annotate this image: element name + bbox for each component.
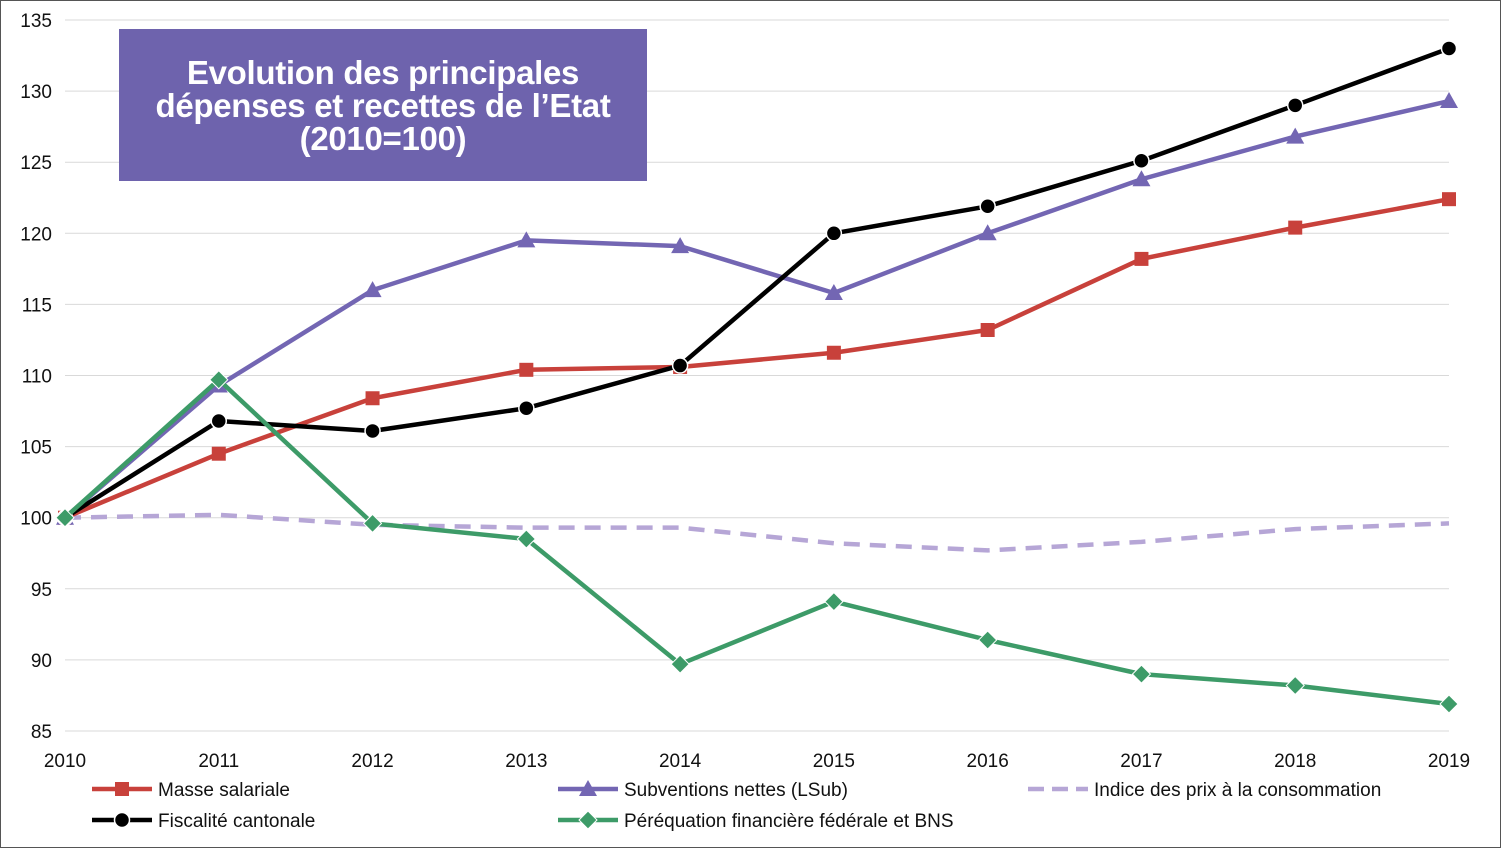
data-point-fiscalite <box>364 422 381 440</box>
data-point-perequation <box>362 513 383 534</box>
y-tick-label: 130 <box>20 82 52 103</box>
x-tick-label: 2014 <box>659 751 702 772</box>
data-point-perequation <box>55 507 75 528</box>
y-tick-label: 95 <box>31 580 52 601</box>
data-point-fiscalite <box>1440 40 1458 57</box>
data-point-masse <box>519 362 534 377</box>
data-point-masse <box>211 446 226 461</box>
legend-marker-masse <box>115 782 129 796</box>
legend-label-masse: Masse salariale <box>158 780 290 801</box>
data-point-fiscalite <box>671 357 689 374</box>
data-point-perequation <box>516 529 537 549</box>
legend-label-fiscalite: Fiscalité cantonale <box>158 811 315 832</box>
data-point-perequation <box>670 654 690 674</box>
data-point-perequation <box>209 370 229 390</box>
x-tick-label: 2017 <box>1120 751 1162 772</box>
data-point-subventions <box>363 281 382 298</box>
legend-item-subventions: Subventions nettes (LSub) <box>558 780 848 801</box>
y-tick-label: 120 <box>20 224 52 245</box>
title-line-3: (2010=100) <box>299 119 467 157</box>
x-tick-label: 2013 <box>505 751 547 772</box>
legend-item-perequation: Péréquation financière fédérale et BNS <box>558 810 954 832</box>
data-point-masse <box>1134 251 1149 266</box>
data-point-subventions <box>671 237 690 254</box>
title-line-1: Evolution des principales <box>186 53 580 91</box>
y-tick-label: 135 <box>20 11 52 32</box>
data-point-subventions <box>1440 92 1458 109</box>
data-point-fiscalite <box>210 412 228 430</box>
legend-marker-perequation <box>578 810 598 830</box>
data-point-subventions <box>1286 127 1305 144</box>
x-tick-label: 2018 <box>1274 751 1316 772</box>
data-point-masse <box>980 322 995 337</box>
legend-marker-fiscalite <box>113 811 131 829</box>
series-lines <box>55 40 1459 714</box>
data-point-subventions <box>517 231 536 248</box>
legend-marker-subventions <box>579 780 597 796</box>
series-line-ipc <box>64 512 1450 553</box>
legend-item-masse: Masse salariale <box>92 780 290 801</box>
data-point-subventions <box>824 284 843 301</box>
data-point-masse <box>365 391 380 406</box>
legend-label-subventions: Subventions nettes (LSub) <box>624 780 848 801</box>
series-line-perequation <box>62 377 1452 707</box>
data-point-masse <box>826 345 841 360</box>
data-point-fiscalite <box>1286 97 1304 114</box>
y-tick-label: 100 <box>20 509 52 530</box>
data-point-fiscalite <box>825 225 843 242</box>
x-tick-label: 2019 <box>1428 751 1470 772</box>
series-line-fiscalite <box>62 46 1452 520</box>
legend: Masse salariale Subventions nettes (LSub)… <box>92 780 1381 832</box>
series-line-masse <box>62 196 1452 520</box>
x-tick-label: 2012 <box>351 751 393 772</box>
data-point-perequation <box>1131 664 1152 684</box>
data-point-perequation <box>1439 694 1459 714</box>
data-point-masse <box>1288 220 1303 235</box>
x-tick-label: 2011 <box>198 751 239 772</box>
y-tick-label: 125 <box>20 153 52 174</box>
data-point-perequation <box>1285 675 1305 696</box>
x-tick-label: 2010 <box>44 751 86 772</box>
gridlines <box>65 19 1449 732</box>
series-perequation <box>55 370 1459 714</box>
series-masse <box>58 192 1456 525</box>
title-line-2: dépenses et recettes de l’Etat <box>155 86 611 124</box>
legend-item-ipc: Indice des prix à la consommation <box>1028 780 1381 801</box>
data-point-subventions <box>1132 170 1151 187</box>
y-tick-label: 85 <box>31 722 52 743</box>
y-tick-label: 90 <box>31 651 52 672</box>
series-line-subventions <box>62 98 1452 520</box>
x-tick-label: 2016 <box>967 751 1009 772</box>
data-point-perequation <box>977 630 998 650</box>
y-tick-label: 110 <box>22 367 52 388</box>
series-ipc <box>64 512 1450 553</box>
x-tick-label: 2015 <box>813 751 855 772</box>
series-subventions <box>56 92 1458 525</box>
series-fiscalite <box>56 40 1458 526</box>
legend-item-fiscalite: Fiscalité cantonale <box>92 811 315 832</box>
legend-label-perequation: Péréquation financière fédérale et BNS <box>624 811 954 832</box>
legend-label-ipc: Indice des prix à la consommation <box>1094 780 1381 801</box>
data-point-fiscalite <box>518 399 535 417</box>
chart-title: Evolution des principales dépenses et re… <box>119 29 647 181</box>
data-point-fiscalite <box>1133 152 1150 170</box>
axes: 85 90 95 100 105 110 115 120 125 130 135 2010 2011 20… <box>20 11 1470 772</box>
data-point-perequation <box>824 591 844 612</box>
data-point-masse <box>1442 192 1456 207</box>
data-point-fiscalite <box>979 198 996 215</box>
data-point-subventions <box>978 224 997 241</box>
y-tick-label: 115 <box>22 295 52 316</box>
y-tick-label: 105 <box>20 438 52 459</box>
